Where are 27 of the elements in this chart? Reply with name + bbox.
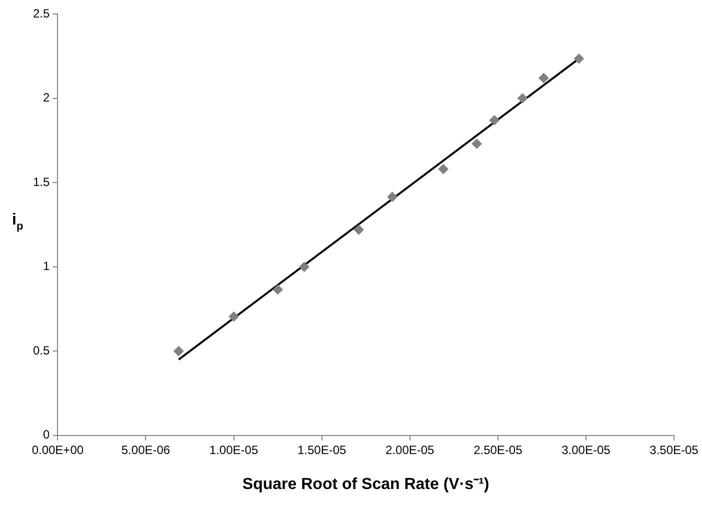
point — [387, 192, 398, 202]
point — [438, 164, 448, 174]
y-tick-label: 2.5 — [32, 6, 50, 20]
x-tick-label: 2.50E-05 — [474, 442, 523, 457]
x-tick-label: 1.00E-05 — [209, 442, 258, 457]
point — [538, 73, 549, 84]
point — [354, 224, 364, 235]
point — [518, 93, 528, 104]
y-tick-label: 0.5 — [32, 343, 50, 358]
point — [489, 115, 500, 126]
x-tick-label: 3.50E-05 — [650, 442, 699, 457]
x-tick-label: 1.50E-05 — [297, 442, 346, 457]
x-tick-label: 0.00E+00 — [32, 442, 84, 457]
point — [472, 138, 482, 149]
point — [272, 284, 283, 295]
point — [574, 54, 584, 64]
point — [174, 346, 184, 356]
y-tick-label: 1.5 — [32, 174, 50, 189]
x-tick-label: 2.00E-05 — [386, 442, 435, 457]
x-tick-label: 3.00E-05 — [562, 442, 611, 457]
point — [228, 312, 239, 322]
point — [299, 262, 310, 272]
y-tick-label: 0 — [42, 428, 50, 442]
x-axis-title: Square Root of Scan Rate (V·s⁻¹) — [242, 476, 490, 493]
y-tick-label: 1 — [42, 259, 50, 274]
y-tick-label: 2 — [42, 90, 50, 105]
x-tick-label: 5.00E-06 — [121, 442, 170, 457]
